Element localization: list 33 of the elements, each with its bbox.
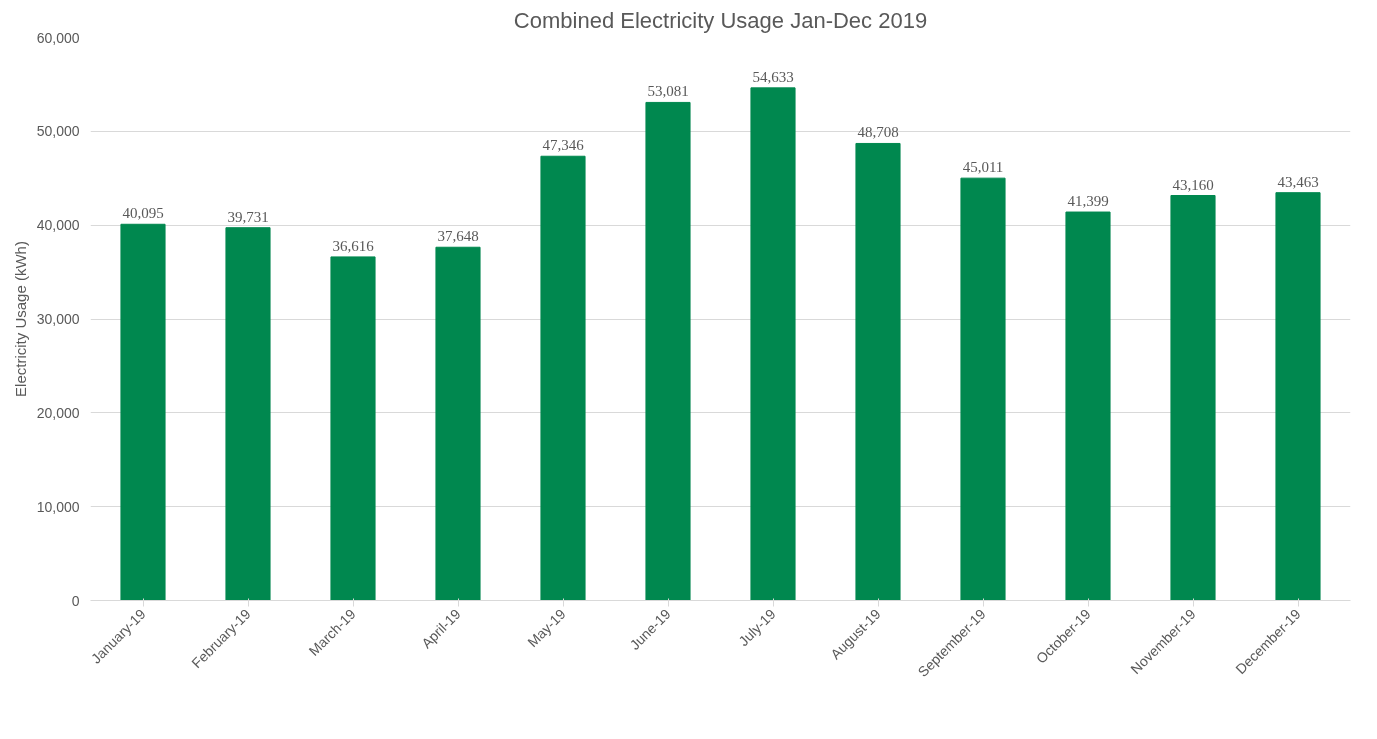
data-label: 45,011 <box>962 159 1004 176</box>
y-tick-label: 40,000 <box>36 217 80 234</box>
y-tick-label: 60,000 <box>36 29 80 46</box>
data-label: 47,346 <box>542 137 585 154</box>
bar <box>960 177 1006 601</box>
data-label: 54,633 <box>752 68 794 85</box>
chart-title: Combined Electricity Usage Jan-Dec 2019 <box>513 7 928 33</box>
bar <box>330 256 376 601</box>
bar <box>645 101 691 601</box>
y-tick-label: 50,000 <box>36 123 80 140</box>
data-label: 41,399 <box>1067 193 1109 210</box>
data-label: 39,731 <box>227 208 269 225</box>
y-tick-label: 10,000 <box>36 498 80 515</box>
y-tick-label: 20,000 <box>36 404 80 421</box>
bar <box>1275 192 1321 601</box>
data-label: 36,616 <box>332 237 375 254</box>
bar <box>855 142 901 601</box>
bar <box>750 87 796 601</box>
y-axis-title: Electricity Usage (kWh) <box>11 241 29 397</box>
data-label: 40,095 <box>122 205 164 222</box>
data-label: 37,648 <box>437 228 479 245</box>
data-label: 43,160 <box>1172 176 1214 193</box>
data-label: 48,708 <box>857 124 899 141</box>
y-tick-label: 30,000 <box>36 311 80 327</box>
bar <box>1065 211 1111 601</box>
bar <box>540 155 586 601</box>
data-label: 53,081 <box>647 83 689 100</box>
bar <box>1170 195 1216 601</box>
bar <box>435 246 481 601</box>
bar <box>225 227 271 601</box>
bar <box>120 223 166 601</box>
data-label: 43,463 <box>1277 173 1319 190</box>
y-tick-label: 0 <box>71 592 80 609</box>
